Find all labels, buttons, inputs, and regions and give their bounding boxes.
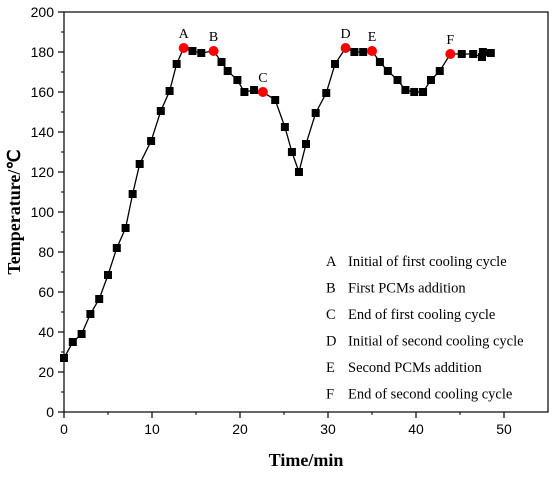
highlight-point: [445, 49, 456, 59]
legend: A Initial of first cooling cycle B First PC…: [326, 254, 524, 403]
data-point: [112, 244, 121, 252]
data-point: [95, 295, 104, 303]
legend-entry: First PCMs addition: [348, 281, 466, 297]
x-tick-label: 10: [144, 421, 160, 437]
x-tick-label: 50: [496, 421, 512, 437]
plot-border: [63, 11, 549, 413]
y-tick-label: 40: [38, 324, 54, 340]
data-point: [135, 160, 144, 168]
data-point: [250, 86, 259, 94]
y-tick-label: 80: [38, 244, 54, 260]
data-point: [223, 67, 232, 75]
data-point: [280, 123, 289, 131]
data-point: [435, 67, 444, 75]
data-point: [60, 354, 68, 362]
data-point: [68, 338, 77, 346]
y-tick-label: 180: [31, 44, 55, 60]
highlight-point: [208, 46, 219, 56]
y-tick-label: 120: [31, 164, 55, 180]
data-point: [331, 60, 340, 68]
legend-entry: Initial of second cooling cycle: [348, 334, 524, 350]
x-tick-label: 40: [408, 421, 424, 437]
y-axis-title: Temperature/℃: [4, 149, 24, 274]
highlight-points: A B C D E F: [179, 27, 456, 97]
y-tick-label: 200: [31, 4, 55, 20]
data-point: [478, 53, 486, 61]
data-point: [156, 107, 165, 115]
data-point: [77, 330, 86, 338]
data-point: [393, 76, 402, 84]
data-point: [401, 86, 410, 94]
legend-entry: Initial of first cooling cycle: [348, 254, 507, 270]
data-point: [294, 168, 303, 176]
highlight-label: A: [179, 27, 190, 42]
legend-key: E: [326, 360, 335, 376]
highlight-point: [340, 43, 351, 53]
highlight-label: D: [341, 27, 351, 42]
y-tick-label: 140: [31, 124, 55, 140]
data-point: [217, 58, 226, 66]
highlight-label: B: [209, 30, 218, 45]
highlight-point: [367, 46, 377, 56]
data-point: [486, 49, 495, 57]
data-point: [86, 310, 95, 318]
plot-frame: [63, 11, 549, 413]
data-point: [375, 58, 384, 66]
legend-entry: End of first cooling cycle: [348, 307, 495, 323]
legend-key: C: [326, 307, 336, 323]
data-point: [426, 76, 435, 84]
x-tick-label: 20: [232, 421, 248, 437]
highlight-label: F: [446, 33, 454, 48]
data-point: [240, 88, 249, 96]
legend-entry: Second PCMs addition: [348, 360, 482, 376]
x-tick-label: 30: [320, 421, 336, 437]
data-point: [302, 140, 310, 148]
data-point: [165, 87, 174, 95]
data-point: [383, 67, 392, 75]
data-point: [311, 109, 320, 117]
data-point: [104, 271, 112, 279]
y-tick-label: 160: [31, 84, 55, 100]
data-point: [287, 148, 296, 156]
highlight-point: [257, 87, 268, 97]
x-axis-title: Time/min: [269, 450, 344, 470]
data-point: [410, 88, 419, 96]
data-point: [271, 96, 280, 104]
data-point: [469, 50, 478, 58]
legend-key: A: [326, 254, 337, 270]
highlight-point: [178, 43, 189, 53]
x-tick-label: 0: [60, 421, 68, 437]
highlight-label: E: [368, 30, 377, 45]
data-point: [128, 190, 137, 198]
y-tick-label: 0: [46, 404, 54, 420]
y-axis: 0 20 40 60 80 100 120 140 160 180 200: [31, 4, 64, 420]
data-point: [350, 48, 359, 56]
y-tick-label: 60: [38, 284, 54, 300]
data-series: [60, 47, 495, 362]
y-tick-label: 20: [38, 364, 54, 380]
legend-entry: End of second cooling cycle: [348, 387, 512, 403]
data-point: [359, 48, 368, 56]
data-point: [478, 48, 487, 56]
data-point: [233, 76, 242, 84]
data-point: [121, 224, 130, 232]
data-point: [419, 88, 428, 96]
legend-key: F: [326, 387, 334, 403]
data-point: [197, 49, 206, 57]
highlight-label: C: [258, 71, 267, 86]
data-point: [147, 137, 156, 145]
legend-key: D: [326, 334, 336, 350]
data-point: [172, 60, 181, 68]
x-axis: 0 10 20 30 40 50: [60, 412, 512, 437]
data-point: [188, 47, 197, 55]
y-tick-label: 100: [31, 204, 55, 220]
legend-key: B: [326, 281, 336, 297]
data-point: [457, 50, 466, 58]
data-point: [322, 89, 331, 97]
